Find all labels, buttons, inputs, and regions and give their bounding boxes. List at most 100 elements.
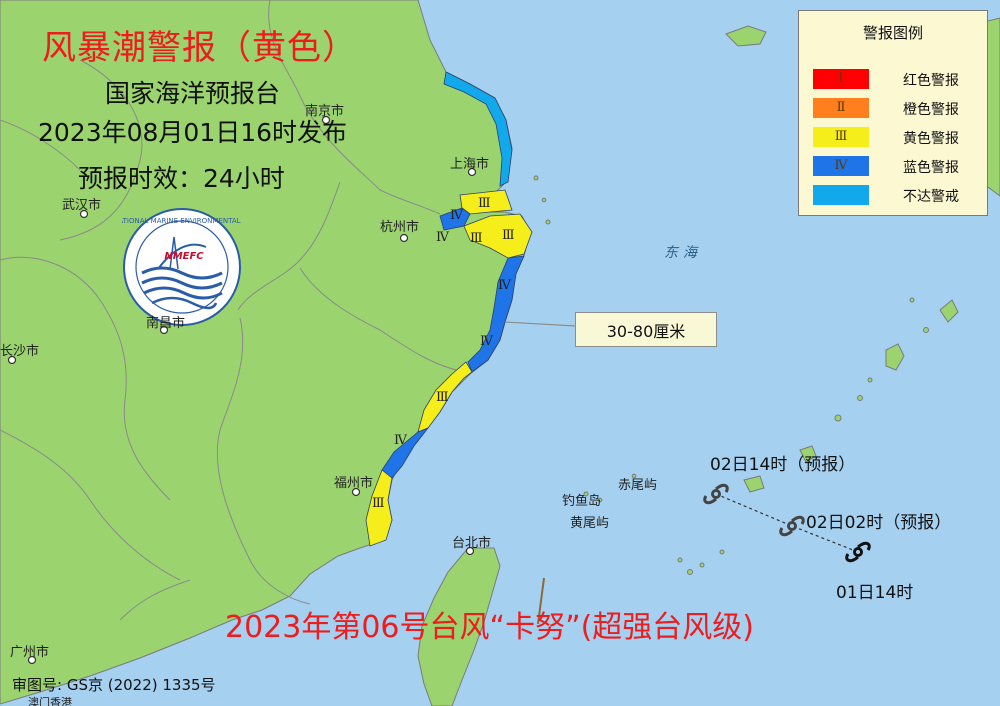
- city-dot: [7, 355, 17, 365]
- legend-row-orange: Ⅱ 橙色警报: [799, 97, 987, 121]
- islet: [533, 175, 539, 181]
- islet: [687, 569, 693, 575]
- coast-grade-label: Ⅲ: [470, 231, 483, 246]
- coast-grade-label: Ⅳ: [450, 208, 463, 223]
- issuer: 国家海洋预报台: [105, 79, 281, 108]
- islet: [699, 562, 705, 568]
- island-label-chiwei: 赤尾屿: [618, 478, 658, 493]
- taiwan-island: [417, 547, 501, 706]
- city-label-changsha: 长沙市: [0, 344, 40, 359]
- islet: [677, 557, 683, 563]
- city-label-macau-hk: 澳门香港: [28, 696, 72, 706]
- legend-label-orange: 橙色警报: [903, 102, 959, 118]
- islet: [834, 414, 842, 422]
- legend-label-blue: 蓝色警报: [903, 160, 959, 176]
- coast-grade-label: Ⅳ: [394, 433, 407, 448]
- typhoon-symbol-icon: [845, 541, 871, 563]
- logo-ring-text: 国家海洋环境预报中心 NATIONAL MARINE ENVIRONMENTAL…: [122, 216, 242, 225]
- city-dot: [351, 487, 361, 497]
- islet: [631, 473, 637, 479]
- coastal-alert-bands: [365, 71, 533, 547]
- band-hangzhou-bay-blue: [439, 207, 471, 231]
- track-label-0114: 01日14时: [836, 583, 914, 603]
- band-ningbo-yellow: [463, 213, 533, 259]
- city-label-shanghai: 上海市: [450, 157, 490, 172]
- warning-legend: 警报图例 Ⅰ 红色警报 Ⅱ 橙色警报 Ⅲ 黄色警报 Ⅳ 蓝色警报 不达警戒: [798, 10, 988, 216]
- city-label-wuhan: 武汉市: [62, 198, 102, 213]
- coast-grade-label: Ⅳ: [436, 230, 449, 245]
- city-dot: [27, 655, 37, 665]
- surge-height-callout: 30-80厘米: [575, 312, 717, 347]
- amami-island: [939, 299, 959, 323]
- city-dot: [321, 115, 331, 125]
- city-markers: [7, 115, 477, 665]
- band-jiangsu-blue: [443, 71, 513, 187]
- track-label-0202: 02日02时（预报）: [806, 513, 952, 533]
- city-dot: [79, 209, 89, 219]
- islet: [545, 219, 551, 225]
- legend-swatch-yellow: Ⅲ: [813, 127, 869, 147]
- island-label-diaoyu: 钓鱼岛: [562, 494, 602, 509]
- city-label-hangzhou: 杭州市: [380, 220, 420, 235]
- callout-leader-line: [504, 321, 577, 327]
- islet: [541, 197, 547, 203]
- band-zhejiang-blue: [467, 255, 525, 373]
- legend-row-none: 不达警戒: [799, 184, 987, 208]
- nmefc-logo: 国家海洋环境预报中心 NATIONAL MARINE ENVIRONMENTAL…: [122, 208, 242, 326]
- islet: [867, 377, 873, 383]
- coast-grade-label: Ⅲ: [502, 228, 515, 243]
- islet: [597, 497, 603, 503]
- band-fuzhou-yellow: [365, 469, 393, 547]
- city-label-fuzhou: 福州市: [334, 476, 374, 491]
- legend-label-yellow: 黄色警报: [903, 131, 959, 147]
- city-label-guangzhou: 广州市: [10, 645, 50, 660]
- typhoon-symbol-icon: [779, 515, 805, 537]
- map-approval-number: 审图号: GS京 (2022) 1335号: [12, 676, 216, 694]
- coast-grade-label: Ⅲ: [372, 496, 385, 511]
- warning-title: 风暴潮警报（黄色）: [42, 28, 357, 68]
- city-dot: [467, 167, 477, 177]
- coast-grade-label: Ⅳ: [480, 334, 493, 349]
- issue-time: 2023年08月01日16时发布: [38, 118, 348, 147]
- city-label-taipei: 台北市: [452, 536, 492, 551]
- legend-row-yellow: Ⅲ 黄色警报: [799, 126, 987, 150]
- islet: [909, 297, 915, 303]
- legend-title: 警报图例: [862, 24, 923, 42]
- coast-grade-label: Ⅲ: [478, 196, 491, 211]
- miyako-island: [799, 445, 817, 463]
- islet: [857, 395, 863, 401]
- legend-swatch-red: Ⅰ: [813, 69, 869, 89]
- logo-text: NMEFC: [164, 251, 204, 262]
- yaeyama-island: [743, 475, 765, 493]
- band-fujian-north-blue: [381, 427, 430, 479]
- coast-grade-label: Ⅲ: [436, 390, 449, 405]
- typhoon-symbols: [703, 483, 871, 563]
- legend-swatch-none: [813, 185, 869, 205]
- legend-row-blue: Ⅳ 蓝色警报: [799, 155, 987, 179]
- legend-row-red: Ⅰ 红色警报: [799, 68, 987, 92]
- legend-swatch-orange: Ⅱ: [813, 98, 869, 118]
- province-boundaries: [0, 0, 471, 621]
- forecast-validity: 预报时效：24小时: [78, 164, 285, 193]
- city-dot: [465, 546, 475, 556]
- city-label-nanchang: 南昌市: [146, 316, 186, 331]
- legend-swatch-blue: Ⅳ: [813, 156, 869, 176]
- okinawa-island: [885, 343, 905, 371]
- track-label-0214: 02日14时（预报）: [710, 455, 856, 475]
- typhoon-symbol-icon: [703, 483, 729, 505]
- city-dot: [399, 233, 409, 243]
- islet: [923, 327, 929, 333]
- city-label-nanjing: 南京市: [305, 104, 345, 119]
- jeju-island: [725, 25, 767, 47]
- legend-label-none: 不达警戒: [903, 189, 959, 205]
- legend-label-red: 红色警报: [903, 73, 959, 89]
- sea-label-east-china-sea: 东海: [664, 245, 702, 261]
- islet: [719, 549, 725, 555]
- map-inset-line: [537, 577, 545, 625]
- typhoon-title: 2023年第06号台风“卡努”(超强台风级): [225, 610, 755, 645]
- city-dot: [159, 325, 169, 335]
- islet: [583, 491, 589, 497]
- coast-grade-label: Ⅳ: [498, 278, 511, 293]
- island-label-huangwei: 黄尾屿: [570, 516, 610, 531]
